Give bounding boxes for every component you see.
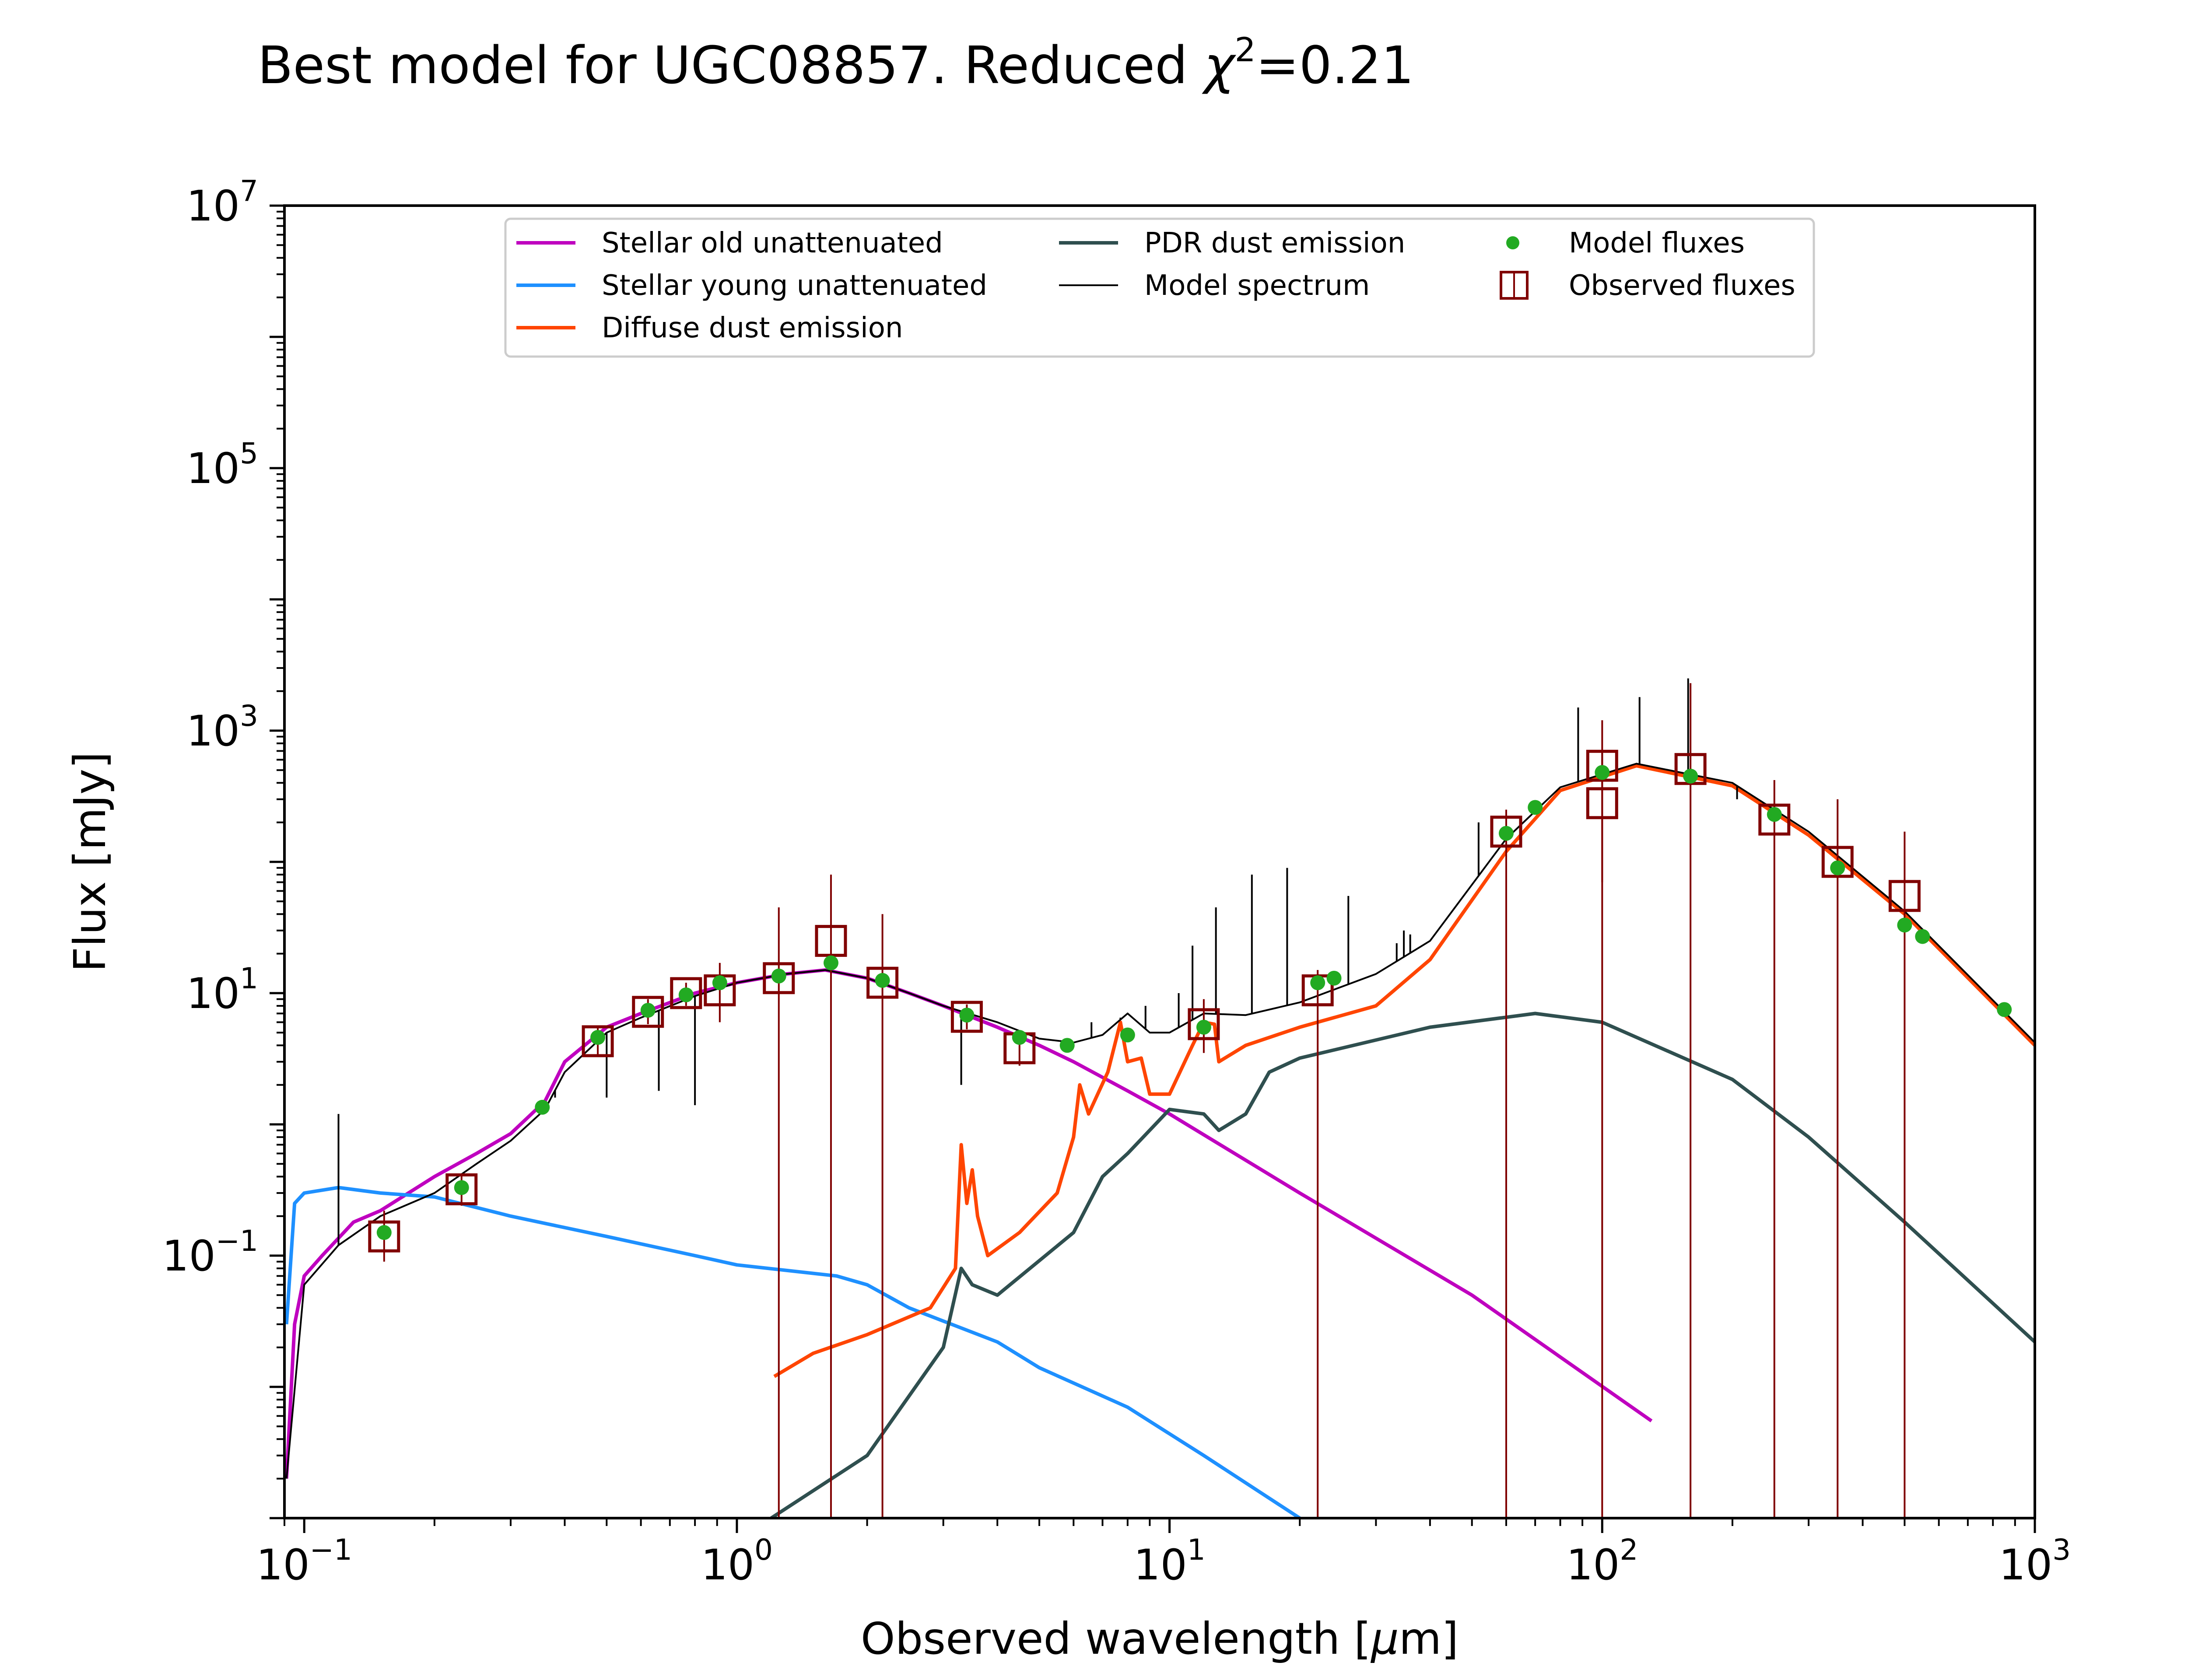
legend-label: PDR dust emission: [1144, 227, 1405, 259]
model-flux-point: [454, 1180, 469, 1195]
observed-flux-marker: [1586, 787, 1618, 819]
observed-flux-marker: [815, 925, 847, 957]
model-flux-point: [1498, 826, 1514, 841]
observed-flux-marker: [582, 1025, 614, 1057]
legend-label: Stellar old unattenuated: [602, 227, 943, 259]
observed-flux-marker: [445, 1173, 478, 1205]
legend-label: Model spectrum: [1144, 270, 1370, 302]
legend-items: Stellar old unattenuated Stellar young un…: [516, 227, 1795, 344]
legend-item-diffuse-dust-emission: Diffuse dust emission: [516, 312, 903, 344]
model-flux-point: [535, 1099, 550, 1115]
plot-area: 10−1 100 101 102 103 10−1 101 103 105 107: [162, 174, 2071, 1589]
series-diffuse-dust-emission: [773, 764, 2035, 1378]
y-tick-label: 103: [186, 699, 258, 756]
y-tick-label: 105: [186, 437, 258, 493]
observed-flux-marker: [1586, 749, 1618, 782]
legend-item-stellar-young-unattenuated: Stellar young unattenuated: [516, 270, 987, 302]
model-flux-point: [376, 1225, 392, 1240]
x-tick-label: 10−1: [256, 1533, 352, 1589]
observed-flux-marker: [1188, 1008, 1220, 1040]
model-flux-point: [1310, 975, 1325, 990]
observed-flux-marker: [950, 1001, 983, 1033]
chart-title: Best model for UGC08857. Reduced χ2=0.21: [258, 30, 1414, 95]
observed-flux-marker: [763, 962, 795, 994]
legend-item-model-spectrum: Model spectrum: [1059, 270, 1370, 302]
x-tick-label: 103: [1999, 1533, 2071, 1589]
model-flux-point: [1059, 1038, 1075, 1053]
observed-flux-marker: [1490, 816, 1522, 848]
legend-item-stellar-old-unattenuated: Stellar old unattenuated: [516, 227, 943, 259]
legend-label: Model fluxes: [1569, 227, 1745, 259]
model-flux-point: [678, 987, 694, 1002]
model-flux-point: [1897, 917, 1912, 933]
marker-layer: [368, 683, 2012, 1518]
series-stellar-young-unattenuated: [284, 1186, 1301, 1518]
legend-item-pdr-dust-emission: PDR dust emission: [1059, 227, 1405, 259]
legend-box: [504, 217, 1815, 358]
y-tick-label: 107: [186, 174, 258, 231]
legend-swatch: [1506, 236, 1519, 249]
y-axis-label: Flux [mJy]: [64, 752, 116, 972]
observed-flux-marker: [866, 966, 899, 999]
model-flux-point: [1595, 765, 1610, 780]
model-flux-point: [712, 975, 727, 990]
legend-item-observed-fluxes: Observed fluxes: [1500, 270, 1795, 302]
legend-label: Observed fluxes: [1569, 270, 1795, 302]
model-flux-point: [1915, 929, 1930, 944]
observed-flux-marker: [368, 1220, 400, 1253]
model-flux-point: [1683, 769, 1698, 784]
model-flux-point: [771, 968, 786, 984]
y-tick-label: 10−1: [162, 1224, 258, 1281]
observed-flux-marker: [1758, 803, 1791, 836]
tick-layer: 10−1 100 101 102 103 10−1 101 103 105 107: [162, 174, 2071, 1589]
x-tick-label: 100: [701, 1533, 773, 1589]
model-flux-point: [1767, 807, 1782, 822]
model-flux-point: [875, 973, 890, 988]
y-tick-label: 101: [186, 962, 258, 1018]
series-pdr-dust-emission: [770, 1012, 2035, 1518]
x-axis-label: Observed wavelength [μm]: [861, 1613, 1459, 1664]
model-flux-point: [1997, 1002, 2012, 1017]
legend-label: Diffuse dust emission: [602, 312, 903, 344]
x-tick-label: 102: [1566, 1533, 1638, 1589]
model-flux-point: [959, 1008, 975, 1023]
model-flux-point: [640, 1003, 656, 1018]
legend-item-model-fluxes: Model fluxes: [1506, 227, 1745, 259]
observed-flux-marker: [1888, 880, 1921, 912]
model-flux-point: [1326, 970, 1342, 986]
legend-label: Stellar young unattenuated: [602, 270, 987, 302]
model-flux-point: [1528, 800, 1543, 815]
legend: Stellar old unattenuated Stellar young un…: [504, 217, 1815, 358]
model-flux-point: [1196, 1019, 1211, 1035]
model-flux-point: [823, 955, 838, 970]
model-flux-point: [1830, 860, 1845, 875]
model-flux-point: [1012, 1030, 1027, 1045]
model-flux-point: [590, 1030, 606, 1045]
observed-flux-marker: [1821, 846, 1854, 878]
observed-flux-marker: [670, 977, 702, 1009]
model-flux-point: [1120, 1027, 1135, 1043]
observed-flux-marker: [632, 996, 664, 1028]
x-tick-label: 101: [1134, 1533, 1206, 1589]
